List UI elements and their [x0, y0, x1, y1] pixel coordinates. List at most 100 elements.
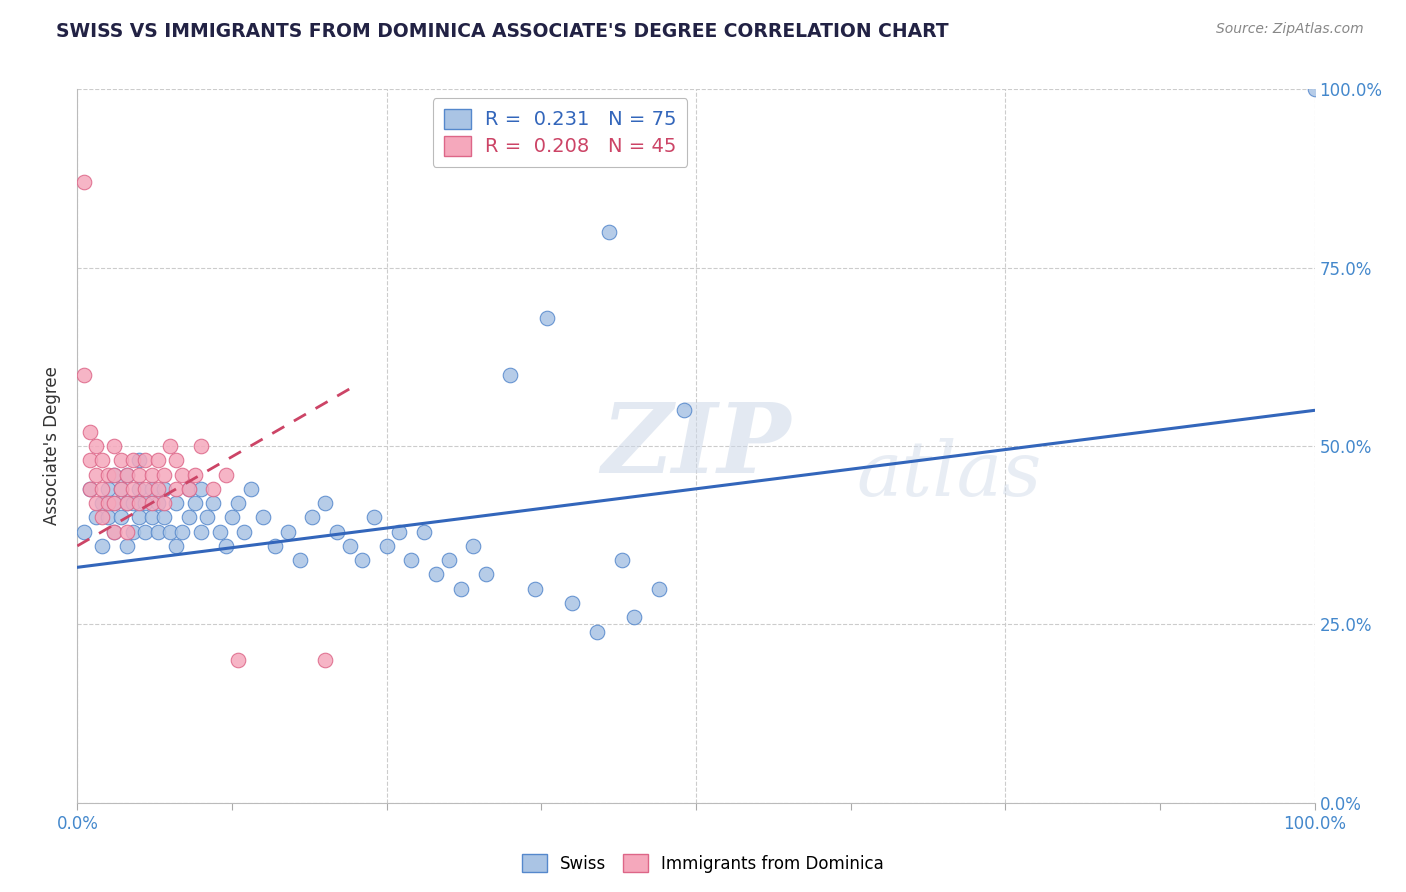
- Point: [375, 539, 398, 553]
- Point: [221, 510, 243, 524]
- Point: [226, 496, 249, 510]
- Point: [128, 453, 150, 467]
- Point: [288, 553, 311, 567]
- Point: [97, 510, 120, 524]
- Point: [79, 425, 101, 439]
- Point: [153, 467, 176, 482]
- Point: [648, 582, 671, 596]
- Point: [72, 175, 94, 189]
- Point: [159, 439, 181, 453]
- Point: [79, 482, 101, 496]
- Point: [172, 524, 194, 539]
- Point: [128, 496, 150, 510]
- Point: [91, 496, 114, 510]
- Point: [97, 467, 120, 482]
- Point: [128, 510, 150, 524]
- Point: [202, 482, 225, 496]
- Point: [339, 539, 361, 553]
- Point: [79, 482, 101, 496]
- Point: [610, 553, 633, 567]
- Point: [474, 567, 496, 582]
- Y-axis label: Associate's Degree: Associate's Degree: [44, 367, 62, 525]
- Point: [146, 524, 169, 539]
- Text: SWISS VS IMMIGRANTS FROM DOMINICA ASSOCIATE'S DEGREE CORRELATION CHART: SWISS VS IMMIGRANTS FROM DOMINICA ASSOCI…: [56, 22, 949, 41]
- Point: [524, 582, 547, 596]
- Point: [134, 524, 156, 539]
- Point: [141, 482, 163, 496]
- Point: [134, 482, 156, 496]
- Point: [115, 467, 138, 482]
- Point: [115, 496, 138, 510]
- Point: [277, 524, 299, 539]
- Point: [165, 496, 187, 510]
- Point: [103, 496, 125, 510]
- Point: [79, 453, 101, 467]
- Point: [165, 482, 187, 496]
- Point: [91, 539, 114, 553]
- Point: [110, 482, 132, 496]
- Point: [153, 510, 176, 524]
- Point: [91, 453, 114, 467]
- Point: [128, 482, 150, 496]
- Point: [184, 467, 207, 482]
- Point: [202, 496, 225, 510]
- Point: [97, 482, 120, 496]
- Point: [412, 524, 434, 539]
- Point: [172, 467, 194, 482]
- Legend: R =  0.231   N = 75, R =  0.208   N = 45: R = 0.231 N = 75, R = 0.208 N = 45: [433, 98, 688, 167]
- Point: [84, 496, 107, 510]
- Point: [425, 567, 447, 582]
- Point: [561, 596, 583, 610]
- Point: [314, 496, 336, 510]
- Point: [128, 467, 150, 482]
- Point: [146, 496, 169, 510]
- Point: [314, 653, 336, 667]
- Point: [122, 482, 145, 496]
- Point: [195, 510, 218, 524]
- Point: [141, 467, 163, 482]
- Point: [84, 439, 107, 453]
- Text: Source: ZipAtlas.com: Source: ZipAtlas.com: [1216, 22, 1364, 37]
- Point: [97, 496, 120, 510]
- Point: [84, 510, 107, 524]
- Point: [233, 524, 256, 539]
- Point: [363, 510, 385, 524]
- Point: [134, 496, 156, 510]
- Point: [103, 467, 125, 482]
- Point: [239, 482, 262, 496]
- Point: [165, 453, 187, 467]
- Point: [115, 467, 138, 482]
- Point: [72, 524, 94, 539]
- Point: [134, 453, 156, 467]
- Point: [190, 524, 212, 539]
- Point: [103, 524, 125, 539]
- Text: atlas: atlas: [856, 438, 1042, 511]
- Point: [586, 624, 609, 639]
- Point: [110, 510, 132, 524]
- Point: [141, 510, 163, 524]
- Point: [450, 582, 472, 596]
- Point: [115, 496, 138, 510]
- Point: [264, 539, 287, 553]
- Text: ZIP: ZIP: [602, 399, 790, 493]
- Point: [672, 403, 695, 417]
- Point: [226, 653, 249, 667]
- Point: [153, 482, 176, 496]
- Point: [177, 482, 200, 496]
- Point: [91, 510, 114, 524]
- Point: [350, 553, 373, 567]
- Point: [122, 496, 145, 510]
- Point: [91, 482, 114, 496]
- Point: [326, 524, 349, 539]
- Point: [103, 524, 125, 539]
- Point: [110, 482, 132, 496]
- Point: [103, 439, 125, 453]
- Point: [252, 510, 274, 524]
- Point: [623, 610, 645, 624]
- Point: [190, 482, 212, 496]
- Point: [84, 467, 107, 482]
- Point: [165, 539, 187, 553]
- Point: [463, 539, 485, 553]
- Point: [598, 225, 620, 239]
- Point: [146, 482, 169, 496]
